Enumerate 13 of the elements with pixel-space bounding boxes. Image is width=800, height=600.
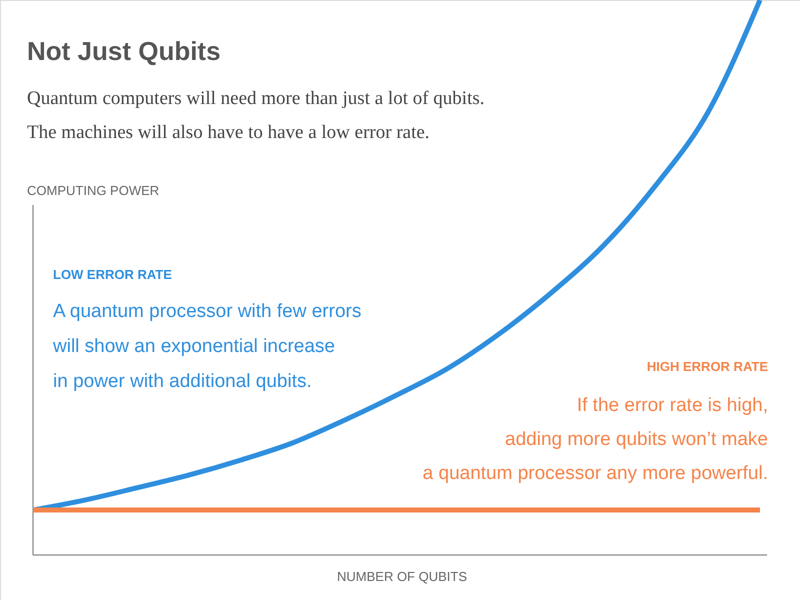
x-axis-title: NUMBER OF QUBITS [336,569,468,584]
text: Not Just Qubits [27,36,221,66]
annotation: in power with additional qubits. [53,371,312,392]
annotation: will show an exponential increase [52,336,335,357]
annotation: HIGH ERROR RATE [646,359,768,374]
annotation: LOW ERROR RATE [53,267,172,282]
text: The machines will also have to have a low error rate. [27,122,430,143]
annotation: a quantum processor any more powerful. [422,463,768,484]
annotation: If the error rate is high, [576,395,768,416]
text: Quantum computers will need more than just a lot of qubits. [27,88,485,109]
annotation: A quantum processor with few errors [53,301,362,322]
y-axis-title: COMPUTING POWER [27,183,160,198]
annotation: adding more qubits won’t make [505,429,768,450]
